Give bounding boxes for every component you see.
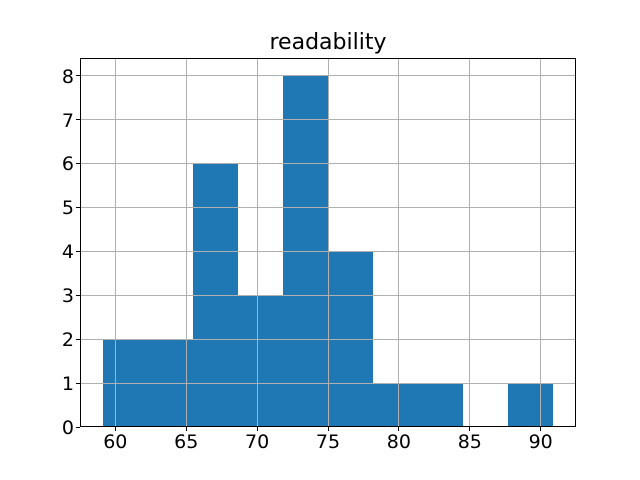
y-tick-mark — [76, 250, 80, 252]
y-tick-label: 0 — [61, 417, 74, 439]
y-tick-label: 7 — [61, 109, 74, 132]
y-tick-mark — [76, 382, 80, 384]
gridline-vertical — [256, 58, 258, 427]
x-tick-label: 60 — [103, 431, 128, 453]
y-tick-label: 5 — [61, 197, 74, 220]
histogram-bar — [508, 383, 554, 427]
y-tick-label: 8 — [61, 65, 74, 88]
gridline-horizontal — [80, 338, 576, 340]
y-tick-label: 1 — [61, 373, 74, 396]
gridline-vertical — [398, 58, 400, 427]
y-tick-mark — [76, 162, 80, 164]
x-tick-mark — [185, 427, 187, 431]
gridline-horizontal — [80, 294, 576, 296]
x-tick-label: 85 — [457, 431, 482, 453]
x-tick-label: 80 — [386, 431, 411, 453]
gridline-vertical — [327, 58, 329, 427]
y-tick-mark — [76, 75, 80, 77]
y-tick-mark — [76, 206, 80, 208]
gridline-vertical — [114, 58, 116, 427]
y-tick-label: 4 — [61, 241, 74, 264]
gridline-horizontal — [80, 162, 576, 164]
x-tick-mark — [114, 427, 116, 431]
histogram-bar — [418, 383, 464, 427]
gridline-horizontal — [80, 382, 576, 384]
gridline-vertical — [469, 58, 471, 427]
x-tick-mark — [469, 427, 471, 431]
x-tick-label: 90 — [528, 431, 553, 453]
x-tick-mark — [256, 427, 258, 431]
gridline-horizontal — [80, 119, 576, 120]
gridline-horizontal — [80, 75, 576, 77]
gridline-horizontal — [80, 250, 576, 252]
x-tick-label: 75 — [315, 431, 341, 453]
x-tick-mark — [327, 427, 329, 431]
gridline-vertical — [185, 58, 187, 427]
x-tick-mark — [398, 427, 400, 431]
gridline-horizontal — [80, 426, 576, 427]
y-tick-mark — [76, 119, 80, 120]
x-tick-label: 70 — [245, 431, 270, 453]
plot-area — [80, 58, 576, 427]
y-tick-mark — [76, 294, 80, 296]
y-tick-label: 2 — [61, 329, 74, 352]
gridline-horizontal — [80, 206, 576, 208]
histogram-bar — [237, 295, 283, 427]
histogram-bar — [373, 383, 419, 427]
x-tick-mark — [540, 427, 542, 431]
y-tick-mark — [76, 338, 80, 340]
x-tick-label: 65 — [174, 431, 199, 453]
chart-title: readability — [269, 30, 387, 55]
y-tick-label: 3 — [61, 285, 74, 308]
y-tick-label: 6 — [61, 153, 74, 176]
y-tick-mark — [76, 426, 80, 428]
gridline-vertical — [540, 58, 542, 427]
